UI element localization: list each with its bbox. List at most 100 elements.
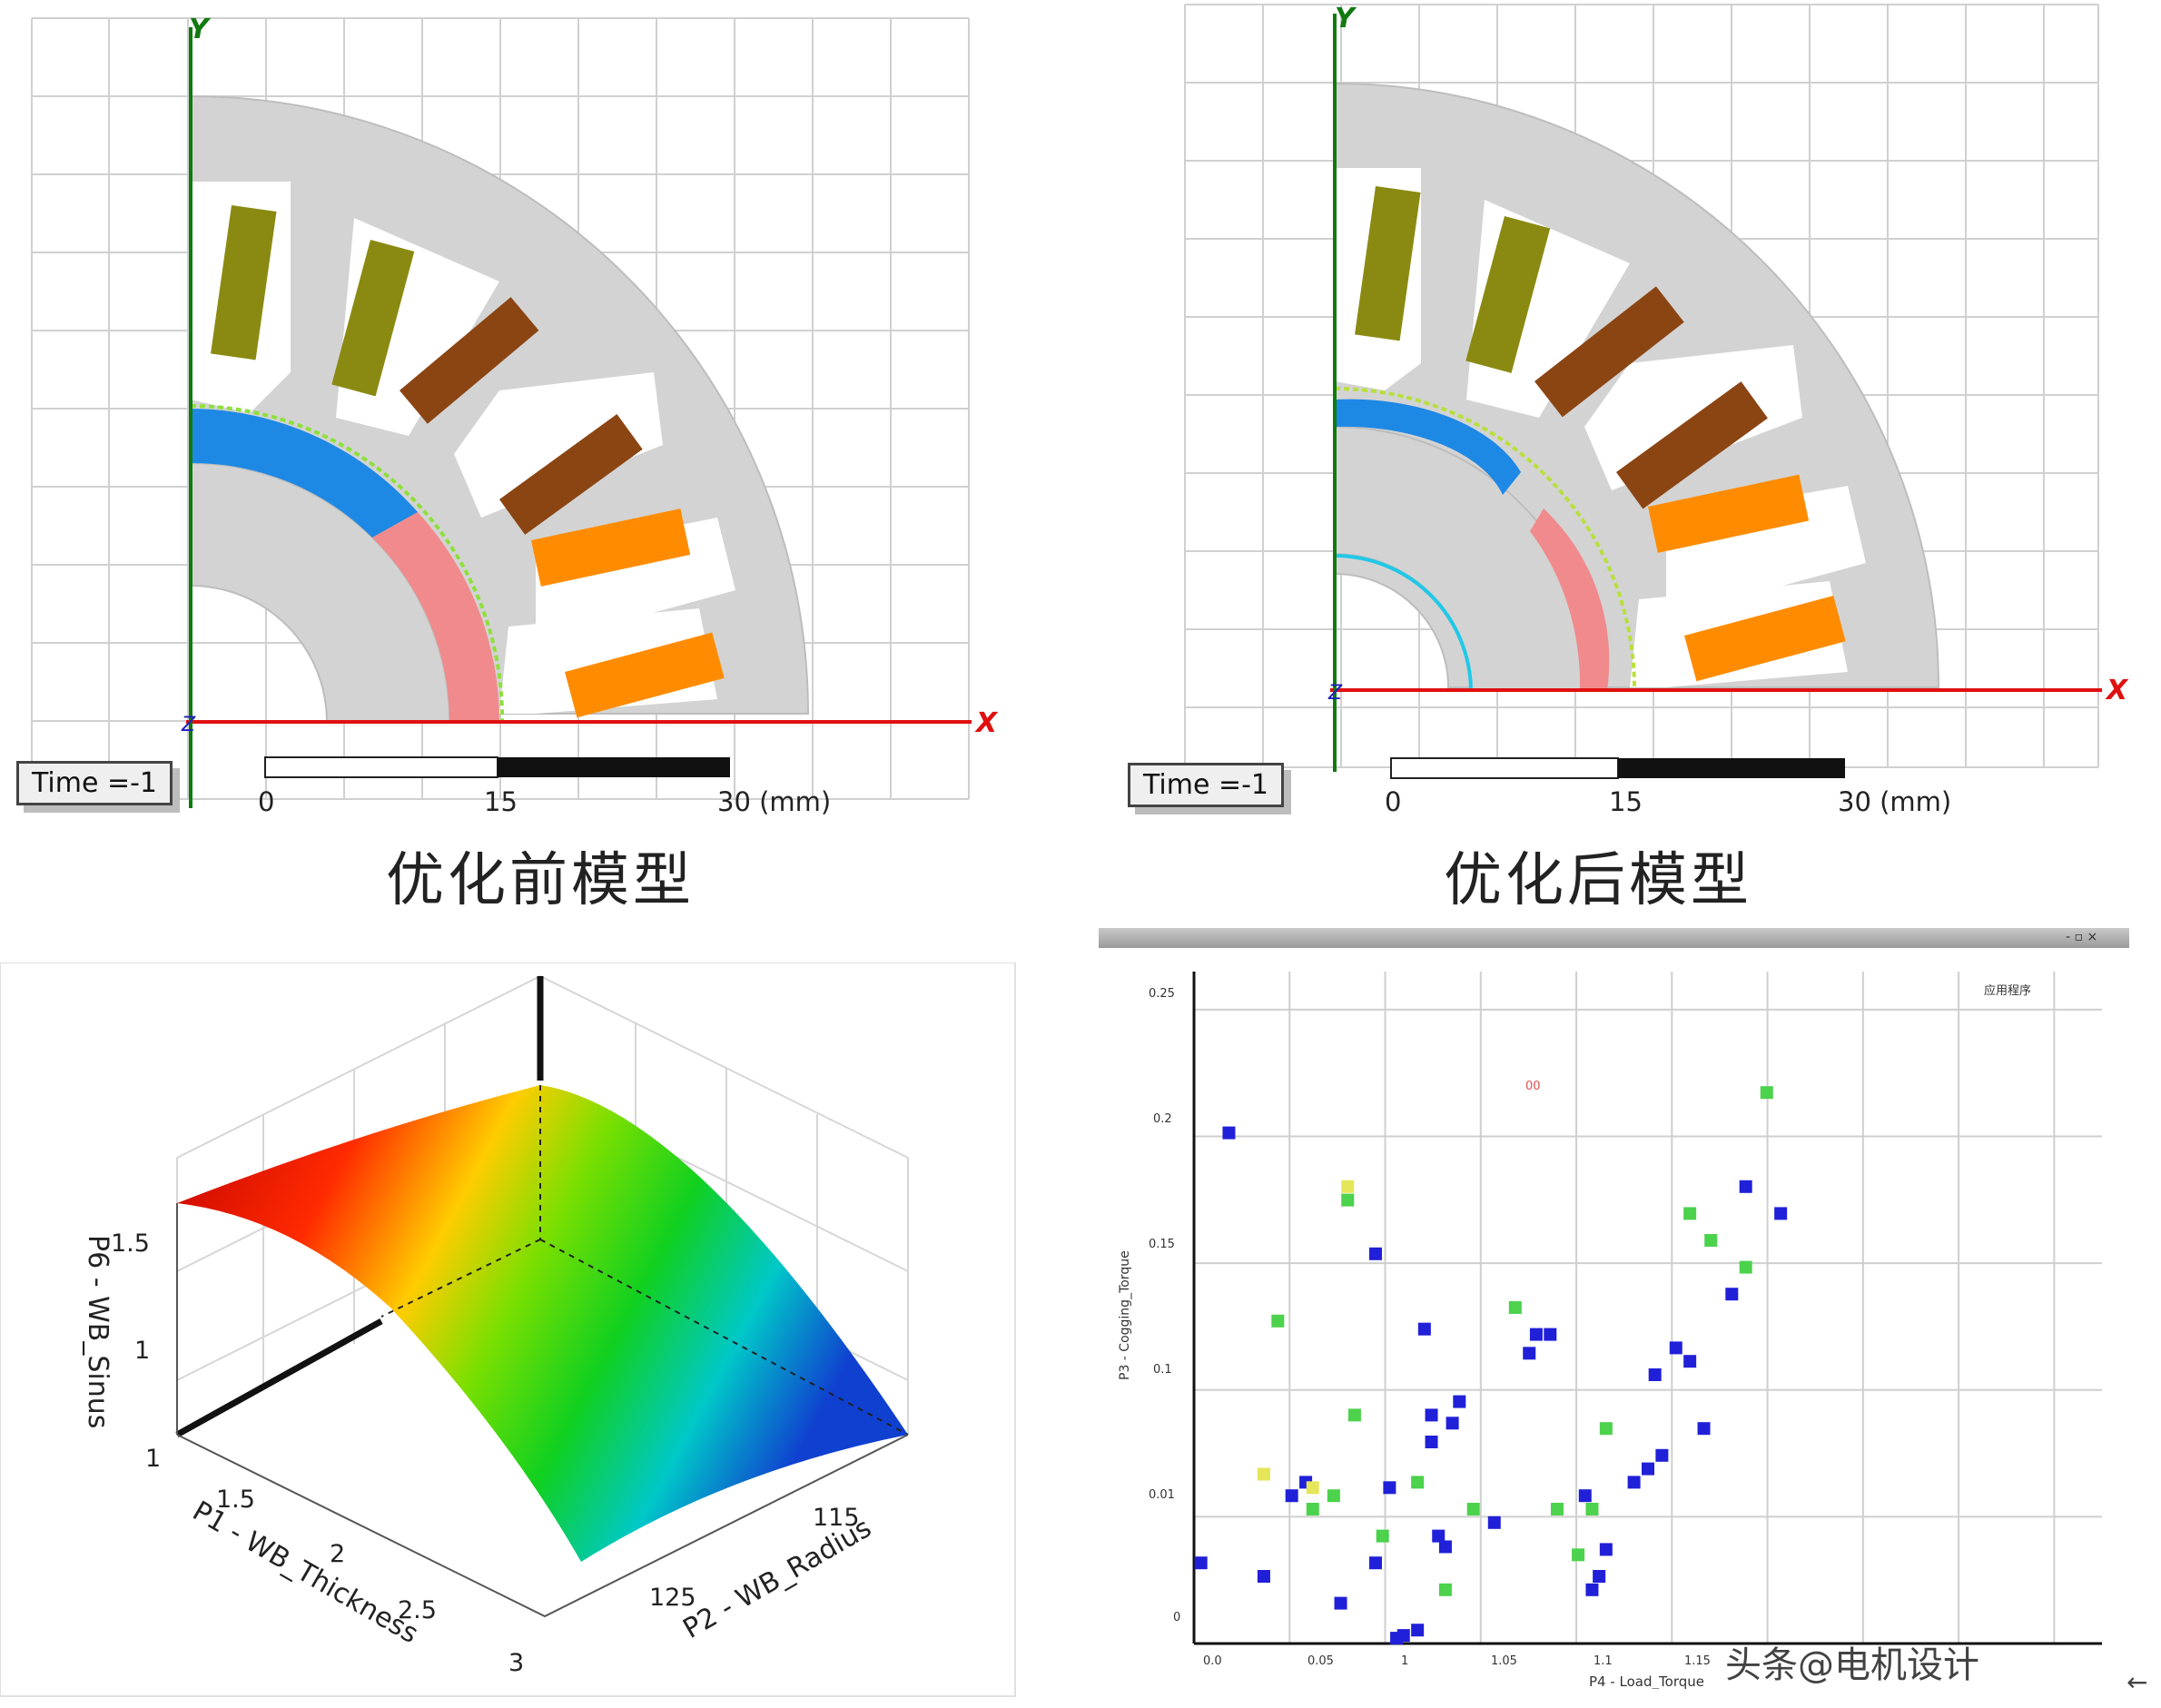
tick-y-3: 0.15	[1149, 1238, 1175, 1251]
airgap-line	[1334, 387, 1637, 691]
axis-x-label: X	[2105, 675, 2129, 706]
scatter-point	[1572, 1548, 1585, 1562]
scatter-plot-panel: 应用程序 00 0 0.01 0.1 0.15 0.2 0.25 0.0 0.0…	[1099, 953, 2143, 1689]
tick-y-1: 0.01	[1149, 1488, 1175, 1502]
scatter-point	[1593, 1570, 1606, 1583]
scatter-point	[1642, 1462, 1654, 1476]
z-tick-1.5: 1.5	[111, 1229, 150, 1258]
coil-olive-1	[211, 205, 277, 360]
scatter-point	[1194, 1556, 1208, 1570]
scatter-point	[1383, 1481, 1396, 1495]
scatter-points	[1194, 1086, 1788, 1645]
scatter-point	[1369, 1247, 1382, 1260]
scatter-point	[1585, 1503, 1599, 1515]
scatter-point	[1369, 1556, 1382, 1570]
scatter-point	[1453, 1395, 1466, 1408]
scale-bar-white	[264, 756, 498, 778]
magnet-pink	[1530, 508, 1610, 690]
scale-tick-0-after: 0	[1385, 786, 1402, 817]
scatter-point	[1739, 1260, 1752, 1274]
back-arrow-icon[interactable]: ←	[2126, 1667, 2148, 1697]
coil-orange-2	[565, 632, 725, 718]
scatter-point	[1334, 1596, 1347, 1610]
scatter-point	[1648, 1368, 1662, 1381]
scale-tick-15-after: 15	[1609, 786, 1643, 817]
y-tick-125: 125	[649, 1584, 696, 1612]
scale-tick-15-before: 15	[484, 786, 518, 817]
caption-before: 优化前模型	[386, 847, 695, 914]
scatter-point	[1704, 1234, 1718, 1247]
time-label-before: Time =-1	[16, 761, 173, 805]
scatter-point	[1683, 1207, 1697, 1220]
magnet-blue	[1335, 399, 1521, 495]
x-tick-3: 3	[508, 1649, 524, 1677]
scatter-grid	[1194, 972, 2102, 1644]
scale-bar-black	[498, 757, 730, 777]
legend-label: 应用程序	[1984, 983, 2031, 998]
scatter-point	[1551, 1503, 1564, 1515]
scatter-point	[1655, 1448, 1669, 1462]
surface-plot-panel: 1 1.5 1 1.5 2 2.5 3 125 115 P6 - WB_Sinu…	[0, 963, 1017, 1698]
tick-y-0: 0	[1173, 1611, 1180, 1624]
tick-x-4: 1.1	[1594, 1654, 1613, 1668]
time-label-after: Time =-1	[1128, 763, 1285, 807]
scatter-point	[1347, 1408, 1361, 1422]
surface-plot-canvas: 1 1.5 1 1.5 2 2.5 3 125 115 P6 - WB_Sinu…	[0, 963, 1016, 1697]
caption-after: 优化后模型	[1444, 847, 1752, 914]
axis-x-label: X	[974, 707, 999, 739]
x-tick-2.5: 2.5	[398, 1596, 437, 1624]
x-tick-2: 2	[330, 1540, 345, 1568]
scatter-point	[1432, 1529, 1446, 1543]
scatter-point	[1599, 1422, 1613, 1436]
coil-olive-2	[331, 240, 415, 397]
coil-brown-2	[499, 413, 643, 535]
scatter-point	[1341, 1193, 1355, 1207]
axis-y-label: Y	[189, 14, 212, 45]
scatter-point	[1327, 1489, 1340, 1503]
projection-lines	[380, 1085, 909, 1436]
coil-olive-2	[1465, 216, 1551, 373]
motor-before-canvas: X Y Z	[31, 14, 999, 808]
airgap-line	[190, 404, 505, 723]
scatter-point	[1544, 1328, 1557, 1341]
scatter-ylabel: P3 - Cogging_Torque	[1118, 1250, 1132, 1380]
scatter-titlebar	[1099, 928, 2129, 948]
coil-olive-1	[1355, 186, 1421, 341]
z-axis-title: P6 - WB_Sinus	[82, 1235, 113, 1428]
scatter-point	[1760, 1086, 1773, 1100]
magnet-pink	[372, 512, 500, 722]
scatter-point	[1669, 1341, 1682, 1355]
z-tick-1: 1	[134, 1337, 150, 1365]
scale-tick-30-before: 30 (mm)	[717, 786, 832, 817]
tick-y-5: 0.25	[1149, 987, 1175, 1001]
x-tick-1.5: 1.5	[216, 1486, 255, 1514]
scatter-plot-canvas: 应用程序 00 0 0.01 0.1 0.15 0.2 0.25 0.0 0.0…	[1118, 972, 2102, 1689]
axis-z-label: Z	[181, 714, 196, 736]
scatter-point	[1523, 1347, 1536, 1360]
scale-bar-black	[1618, 758, 1845, 778]
scatter-point	[1725, 1288, 1739, 1301]
tick-y-2: 0.1	[1153, 1363, 1172, 1377]
scatter-point	[1396, 1629, 1410, 1643]
magnet-blue	[191, 409, 418, 538]
plot-area	[1194, 972, 2102, 1644]
scatter-point	[1257, 1467, 1270, 1481]
scatter-point	[1487, 1515, 1501, 1529]
marker-label: 00	[1525, 1080, 1541, 1093]
scatter-point	[1425, 1436, 1438, 1448]
coil-brown-1	[400, 297, 539, 424]
scatter-point	[1306, 1503, 1319, 1515]
window-controls[interactable]: - ▫ ×	[2066, 930, 2098, 944]
scatter-point	[1697, 1422, 1711, 1436]
coil-orange-2	[1684, 596, 1846, 682]
scatter-xlabel: P4 - Load_Torque	[1589, 1673, 1704, 1689]
axis-z-label: Z	[1327, 682, 1343, 705]
scatter-point	[1683, 1355, 1697, 1368]
scatter-point	[1585, 1583, 1599, 1596]
scatter-point	[1271, 1314, 1285, 1328]
coil-brown-2	[1616, 381, 1768, 509]
scatter-point	[1285, 1489, 1298, 1503]
scatter-point	[1306, 1481, 1319, 1495]
tick-x-0: 0.0	[1203, 1654, 1222, 1668]
watermark: 头条@电机设计	[1725, 1644, 1979, 1686]
